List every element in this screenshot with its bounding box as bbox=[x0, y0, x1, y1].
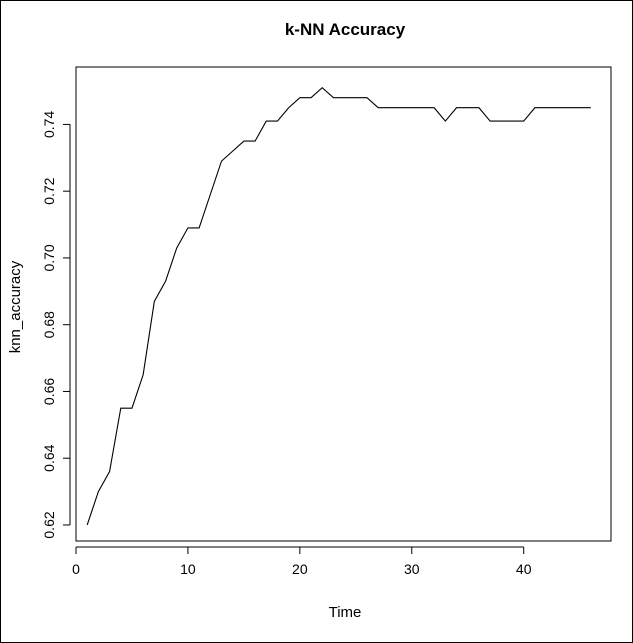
x-tick-label: 30 bbox=[404, 561, 420, 577]
y-axis-label: knn_accuracy bbox=[7, 260, 24, 353]
series-layer bbox=[86, 86, 591, 526]
x-tick-label: 20 bbox=[292, 561, 308, 577]
x-axis-label: Time bbox=[329, 604, 362, 621]
y-tick-label: 0.74 bbox=[41, 111, 57, 138]
y-tick-label: 0.66 bbox=[41, 378, 57, 405]
x-tick-label: 0 bbox=[72, 561, 80, 577]
y-tick-label: 0.62 bbox=[41, 511, 57, 538]
y-tick-label: 0.64 bbox=[41, 444, 57, 471]
y-tick-label: 0.70 bbox=[41, 244, 57, 271]
x-tick-label: 40 bbox=[516, 561, 532, 577]
series-line-0 bbox=[86, 86, 591, 526]
chart-title: k-NN Accuracy bbox=[285, 20, 406, 39]
x-tick-label: 10 bbox=[180, 561, 196, 577]
y-axis: 0.62 0.64 0.66 0.68 0.70 0.72 0.74 bbox=[41, 111, 71, 539]
y-tick-label: 0.72 bbox=[41, 177, 57, 204]
plot-area-border bbox=[75, 66, 612, 542]
y-tick-label: 0.68 bbox=[41, 311, 57, 338]
x-axis: 0 10 20 30 40 bbox=[72, 546, 532, 577]
